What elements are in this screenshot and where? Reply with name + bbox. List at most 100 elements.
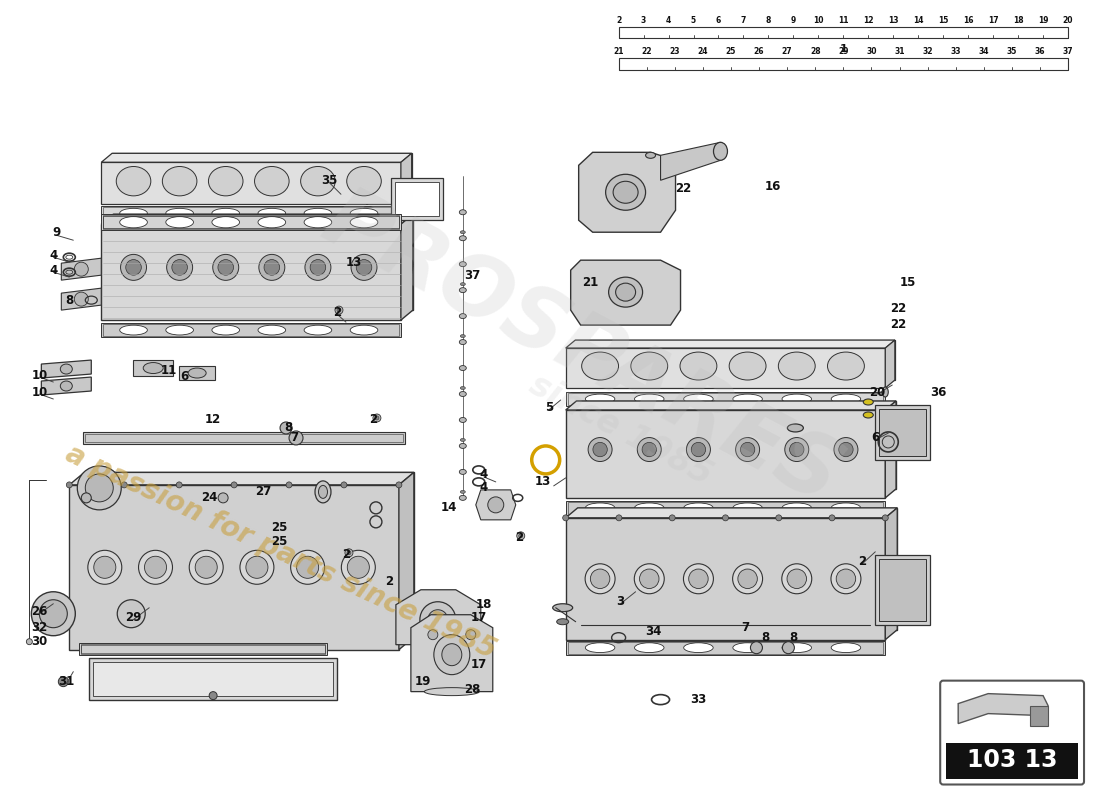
Circle shape bbox=[838, 442, 854, 457]
Polygon shape bbox=[565, 508, 898, 518]
Text: 31: 31 bbox=[894, 47, 905, 57]
Text: 14: 14 bbox=[913, 17, 924, 26]
Ellipse shape bbox=[827, 352, 865, 380]
Text: 5: 5 bbox=[544, 402, 553, 414]
Circle shape bbox=[356, 259, 372, 275]
Ellipse shape bbox=[258, 208, 286, 218]
FancyBboxPatch shape bbox=[940, 681, 1084, 785]
Ellipse shape bbox=[635, 503, 664, 513]
Circle shape bbox=[58, 677, 68, 686]
Circle shape bbox=[782, 564, 812, 594]
Text: 29: 29 bbox=[838, 47, 848, 57]
Ellipse shape bbox=[304, 325, 332, 335]
Bar bbox=[103, 215, 399, 230]
Text: 22: 22 bbox=[890, 318, 906, 330]
Text: 9: 9 bbox=[791, 17, 796, 26]
Ellipse shape bbox=[460, 490, 465, 494]
Bar bbox=[81, 644, 324, 654]
Ellipse shape bbox=[782, 503, 812, 513]
Bar bbox=[390, 178, 443, 220]
Text: 2: 2 bbox=[858, 555, 867, 568]
Text: 10: 10 bbox=[31, 386, 47, 398]
Ellipse shape bbox=[460, 236, 466, 241]
Polygon shape bbox=[42, 360, 91, 378]
Text: 35: 35 bbox=[1006, 47, 1018, 57]
Circle shape bbox=[782, 642, 794, 654]
Circle shape bbox=[689, 569, 708, 589]
Polygon shape bbox=[400, 214, 412, 320]
Circle shape bbox=[176, 482, 183, 488]
Text: 36: 36 bbox=[1035, 47, 1045, 57]
Bar bbox=[946, 742, 1078, 778]
Circle shape bbox=[189, 550, 223, 584]
Text: 7: 7 bbox=[290, 431, 298, 445]
Ellipse shape bbox=[684, 642, 713, 653]
Circle shape bbox=[517, 532, 525, 540]
Ellipse shape bbox=[442, 644, 462, 666]
Bar bbox=[94, 662, 333, 696]
Circle shape bbox=[776, 515, 782, 521]
Text: 6: 6 bbox=[871, 431, 879, 445]
Circle shape bbox=[740, 442, 755, 457]
Ellipse shape bbox=[460, 391, 466, 397]
Text: 19: 19 bbox=[1037, 17, 1048, 26]
Polygon shape bbox=[62, 288, 101, 310]
Text: 24: 24 bbox=[201, 491, 218, 504]
Ellipse shape bbox=[120, 208, 147, 218]
Polygon shape bbox=[1030, 706, 1048, 726]
Text: 10: 10 bbox=[31, 369, 47, 382]
Polygon shape bbox=[113, 214, 413, 310]
Bar bbox=[618, 58, 1068, 70]
Circle shape bbox=[297, 556, 319, 578]
Bar bbox=[568, 642, 883, 654]
Circle shape bbox=[26, 638, 32, 645]
Ellipse shape bbox=[143, 362, 163, 374]
Polygon shape bbox=[112, 154, 411, 195]
Ellipse shape bbox=[779, 352, 815, 380]
Circle shape bbox=[351, 254, 377, 280]
Text: 6: 6 bbox=[716, 17, 722, 26]
Circle shape bbox=[373, 414, 381, 422]
Text: 9: 9 bbox=[52, 226, 60, 238]
Circle shape bbox=[790, 442, 804, 457]
Bar bbox=[101, 224, 400, 320]
Ellipse shape bbox=[258, 217, 286, 228]
Ellipse shape bbox=[460, 495, 466, 500]
Ellipse shape bbox=[714, 142, 727, 160]
Bar bbox=[103, 324, 399, 336]
Circle shape bbox=[81, 493, 91, 503]
Text: 4: 4 bbox=[480, 482, 488, 494]
Ellipse shape bbox=[350, 325, 377, 335]
Bar bbox=[101, 162, 400, 204]
Ellipse shape bbox=[460, 334, 465, 338]
Circle shape bbox=[396, 482, 402, 488]
Circle shape bbox=[736, 438, 760, 462]
Ellipse shape bbox=[606, 174, 646, 210]
Circle shape bbox=[218, 259, 233, 275]
Ellipse shape bbox=[552, 604, 573, 612]
Bar bbox=[89, 658, 337, 700]
Circle shape bbox=[786, 569, 806, 589]
Text: 8: 8 bbox=[65, 294, 74, 306]
Ellipse shape bbox=[117, 166, 151, 196]
Polygon shape bbox=[399, 473, 414, 650]
Bar bbox=[565, 392, 886, 406]
Circle shape bbox=[428, 610, 448, 630]
Polygon shape bbox=[565, 340, 895, 348]
Polygon shape bbox=[578, 508, 898, 630]
Circle shape bbox=[750, 642, 762, 654]
Text: 15: 15 bbox=[900, 276, 916, 289]
Ellipse shape bbox=[585, 394, 615, 404]
Text: 35: 35 bbox=[321, 174, 338, 186]
Bar bbox=[565, 348, 886, 388]
Text: 16: 16 bbox=[764, 180, 781, 193]
Bar bbox=[81, 645, 324, 653]
Ellipse shape bbox=[733, 642, 762, 653]
Text: 22: 22 bbox=[675, 182, 692, 194]
Ellipse shape bbox=[460, 262, 466, 266]
Ellipse shape bbox=[684, 503, 713, 513]
Bar bbox=[565, 641, 886, 654]
Circle shape bbox=[519, 534, 522, 538]
Bar bbox=[876, 405, 931, 460]
Text: 29: 29 bbox=[125, 611, 142, 624]
